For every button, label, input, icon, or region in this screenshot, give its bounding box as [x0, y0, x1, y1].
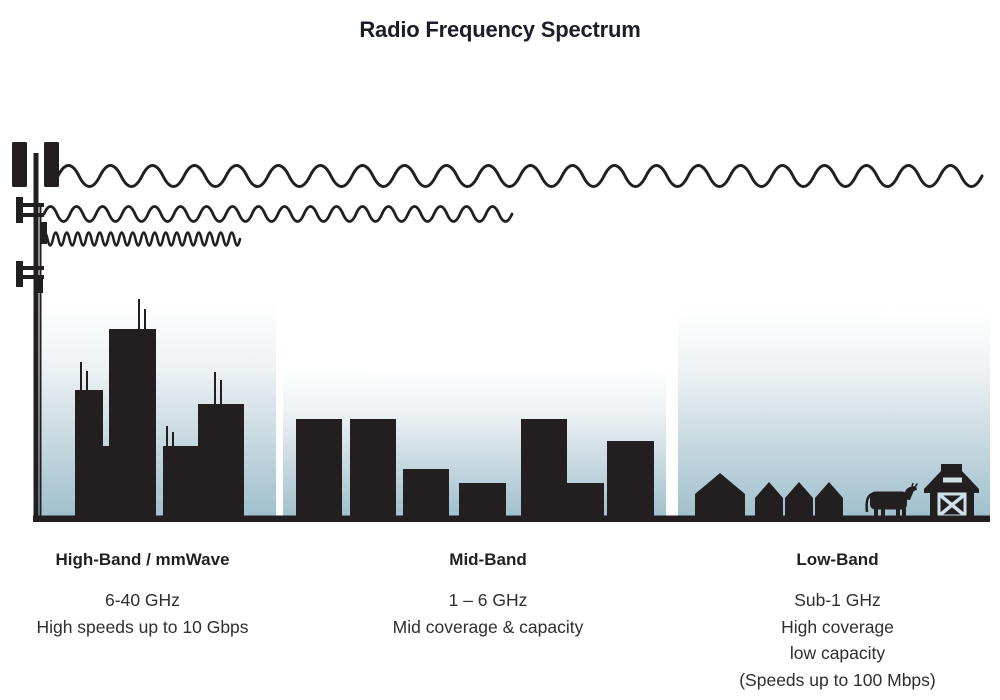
page-title: Radio Frequency Spectrum	[359, 16, 641, 42]
house-icon	[695, 473, 745, 518]
house-icon	[785, 482, 813, 518]
low-band-frequency: Sub-1 GHz	[794, 590, 881, 610]
mid-band-coverage: Mid coverage & capacity	[392, 616, 584, 637]
cow-icon	[865, 482, 919, 518]
low-band-wave-icon	[56, 164, 984, 188]
low-band-speed: (Speeds up to 100 Mbps)	[739, 669, 936, 690]
mid-band-label: Mid-Band 1 – 6 GHz Mid coverage & capaci…	[358, 550, 618, 640]
low-band-label: Low-Band Sub-1 GHz High coverage low cap…	[705, 550, 970, 693]
spectrum-illustration	[12, 142, 990, 522]
low-band-capacity: low capacity	[789, 643, 886, 663]
house-icon	[815, 482, 843, 518]
mid-rise-building	[403, 469, 449, 518]
high-band-label: High-Band / mmWave 6-40 GHz High speeds …	[15, 550, 270, 640]
low-band-coverage: High coverage	[781, 616, 894, 637]
town-skyline-icon	[296, 419, 654, 518]
low-band-title: Low-Band	[796, 550, 879, 569]
rural-scene	[695, 464, 979, 518]
mid-rise-building	[459, 483, 506, 518]
city-skyline-icon	[75, 299, 244, 518]
high-band-frequency: 6-40 GHz	[105, 590, 180, 610]
mid-rise-building	[296, 419, 342, 518]
cell-tower-icon	[12, 142, 59, 518]
high-band-speed: High speeds up to 10 Gbps	[36, 616, 249, 637]
house-icon	[755, 482, 783, 518]
high-band-wave-icon	[40, 231, 242, 247]
mid-band-frequency: 1 – 6 GHz	[448, 590, 528, 610]
mid-rise-building	[350, 419, 396, 518]
mid-rise-building	[521, 419, 604, 518]
mid-band-title: Mid-Band	[449, 550, 527, 569]
barn-icon	[924, 464, 979, 518]
mid-rise-building	[607, 441, 654, 518]
mid-band-wave-icon	[42, 205, 514, 223]
high-band-title: High-Band / mmWave	[55, 550, 230, 569]
ground-line	[33, 515, 990, 522]
